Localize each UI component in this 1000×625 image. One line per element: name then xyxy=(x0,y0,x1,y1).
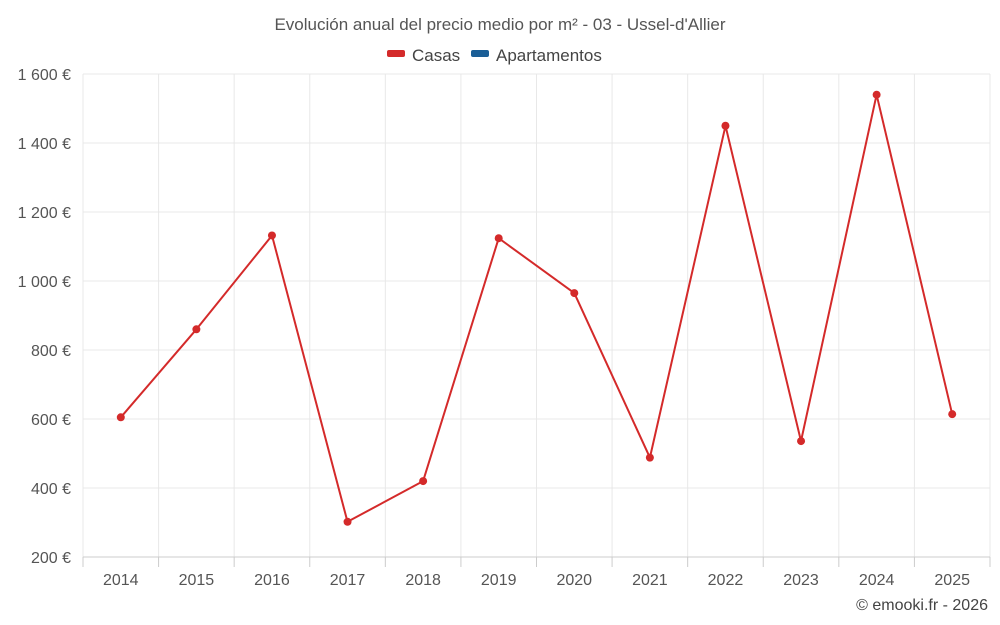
series-casas xyxy=(116,90,957,526)
data-point-2024[interactable] xyxy=(872,90,881,99)
y-tick-label: 800 € xyxy=(31,343,71,360)
legend-label-apartamentos: Apartamentos xyxy=(496,46,602,65)
x-tick-label: 2016 xyxy=(254,572,290,589)
y-tick-label: 1 600 € xyxy=(18,67,71,84)
y-tick-label: 600 € xyxy=(31,412,71,429)
legend-swatch-apartamentos xyxy=(471,50,489,57)
x-tick-label: 2017 xyxy=(330,572,366,589)
y-axis: 200 € 400 € 600 € 800 € 1 000 € 1 200 € 1 400 … xyxy=(18,67,71,567)
data-point-2025[interactable] xyxy=(948,410,957,419)
data-point-2022[interactable] xyxy=(721,121,730,130)
legend-item-casas[interactable]: Casas xyxy=(387,46,460,65)
y-tick-label: 1 200 € xyxy=(18,205,71,222)
x-axis: 2014 2015 2016 2017 2018 2019 2020 2021 2022 2023… xyxy=(82,556,991,589)
y-tick-label: 200 € xyxy=(31,550,71,567)
data-point-2016[interactable] xyxy=(267,231,276,240)
grid xyxy=(82,73,991,557)
y-tick-label: 1 400 € xyxy=(18,136,71,153)
data-point-2018[interactable] xyxy=(419,477,428,486)
x-tick-label: 2021 xyxy=(632,572,668,589)
data-point-2017[interactable] xyxy=(343,517,352,526)
data-point-2014[interactable] xyxy=(116,413,125,422)
data-point-2019[interactable] xyxy=(494,234,503,243)
x-tick-label: 2023 xyxy=(783,572,819,589)
legend-item-apartamentos[interactable]: Apartamentos xyxy=(471,46,602,65)
x-tick-label: 2025 xyxy=(934,572,970,589)
x-tick-label: 2019 xyxy=(481,572,517,589)
legend: Casas Apartamentos xyxy=(387,46,602,65)
data-point-2015[interactable] xyxy=(192,325,201,334)
x-tick-label: 2015 xyxy=(179,572,215,589)
x-tick-label: 2018 xyxy=(405,572,441,589)
data-point-2023[interactable] xyxy=(797,437,806,446)
y-tick-label: 1 000 € xyxy=(18,274,71,291)
x-tick-label: 2022 xyxy=(708,572,744,589)
y-tick-label: 400 € xyxy=(31,481,71,498)
chart-title: Evolución anual del precio medio por m² … xyxy=(274,15,725,34)
x-tick-label: 2024 xyxy=(859,572,895,589)
data-point-2020[interactable] xyxy=(570,289,579,298)
x-tick-label: 2014 xyxy=(103,572,139,589)
legend-swatch-casas xyxy=(387,50,405,57)
credit-text: © emooki.fr - 2026 xyxy=(856,597,988,614)
x-tick-label: 2020 xyxy=(556,572,592,589)
legend-label-casas: Casas xyxy=(412,46,460,65)
data-point-2021[interactable] xyxy=(645,453,654,462)
series-line-casas xyxy=(120,93,954,523)
